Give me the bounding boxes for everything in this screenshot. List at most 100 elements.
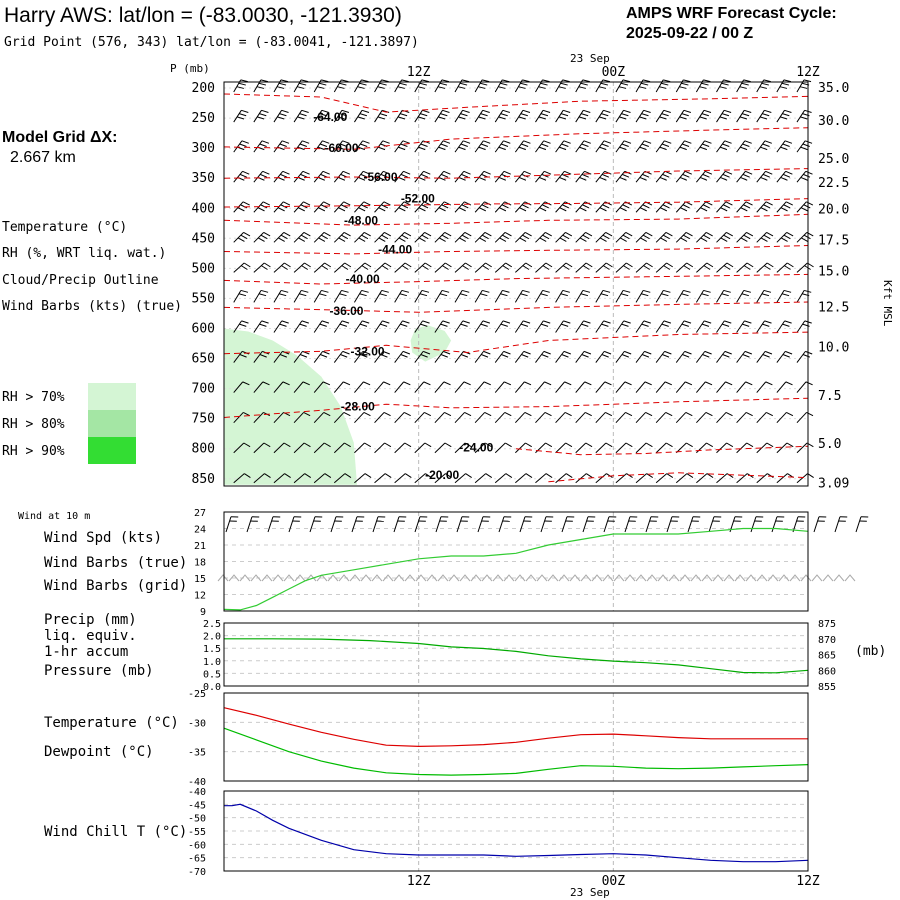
barb-feather (705, 170, 713, 175)
barb-feather (319, 293, 327, 297)
barb-feather (598, 86, 607, 89)
barb-feather (621, 143, 629, 147)
barb-feather (740, 146, 748, 151)
wind-barb (575, 381, 592, 393)
barb-shaft (233, 140, 243, 153)
barb-feather (262, 170, 270, 175)
legend-rh: RH (%, WRT liq. wat.) (2, 246, 166, 261)
barb-shaft (595, 232, 607, 243)
barb-feather (384, 231, 392, 237)
y-tick-1: 0.5 (203, 669, 221, 680)
barb-feather (604, 381, 612, 386)
barb-feather (605, 411, 613, 417)
y-tick-5: -65 (188, 854, 206, 865)
barb-feather (684, 170, 692, 175)
wind-barb (313, 289, 329, 303)
legend-wind-spd: Wind Spd (kts) (44, 530, 162, 546)
barb-feather (342, 170, 351, 175)
barb-shaft (540, 516, 547, 533)
barb-shaft (695, 290, 705, 303)
wind-barb (253, 473, 271, 484)
barb-shaft (716, 473, 728, 484)
wind-barb (615, 350, 632, 363)
barb-feather (802, 354, 811, 358)
barb-feather (622, 234, 630, 240)
barb-feather (480, 323, 488, 327)
wind-barb (474, 262, 492, 273)
barb-shaft (414, 201, 425, 213)
wind-barb (414, 320, 430, 333)
barb-shaft (394, 381, 405, 393)
barb-feather (238, 293, 247, 297)
barb-shaft (675, 262, 688, 273)
barb-shaft (354, 412, 365, 424)
wind-barb (796, 411, 814, 424)
wind-barb (635, 381, 652, 393)
wind-barb (514, 140, 531, 153)
wind-barb (273, 473, 291, 484)
barb-shaft (555, 320, 564, 333)
barb-feather (643, 109, 651, 113)
barb-shaft (716, 290, 725, 303)
barb-shaft (615, 442, 627, 454)
barb-shaft (635, 320, 645, 333)
barb-shaft (374, 262, 386, 273)
barb-feather (382, 350, 390, 355)
wind-barb (253, 289, 269, 303)
barb-feather (625, 231, 633, 237)
barb-shaft (514, 290, 523, 303)
barb-feather (441, 79, 450, 83)
wind-barb (434, 170, 451, 183)
barb-feather (319, 113, 327, 117)
wind-barb (635, 320, 651, 333)
grid-barb (437, 574, 449, 582)
barb-feather (460, 354, 469, 358)
barb-feather (484, 411, 492, 417)
wind-barb (675, 289, 691, 303)
barb-feather (344, 473, 352, 478)
temperature-contour-label-3: -52.00 (401, 192, 435, 206)
barb-shaft (354, 442, 365, 454)
y-tick-3: 1.5 (203, 644, 221, 655)
barb-feather (619, 207, 627, 212)
wind-barb (675, 79, 691, 93)
barb-shaft (555, 290, 564, 303)
barb-feather (504, 381, 512, 386)
barb-shaft (776, 170, 787, 183)
barb-feather (381, 79, 389, 83)
barb-feather (621, 323, 629, 327)
wind-barb (354, 320, 370, 333)
grid-barb (327, 574, 339, 582)
barb-shaft (353, 290, 363, 303)
temperature-contour-label-9: -28.00 (341, 400, 375, 414)
barb-shaft (454, 351, 464, 363)
temperature-contour-5 (223, 245, 809, 255)
barb-feather (481, 204, 489, 209)
barb-shaft (535, 170, 545, 183)
barb-feather (746, 262, 754, 268)
barb-shaft (293, 442, 305, 454)
wind-barb-10m (813, 516, 827, 533)
barb-shaft (414, 170, 424, 183)
wind-barb (454, 231, 472, 243)
wind-barb (535, 109, 551, 123)
legend-temp-line: Temperature (°C) (44, 715, 179, 731)
cycle-value: 2025-09-22 / 00 Z (626, 25, 753, 42)
barb-feather (725, 381, 733, 386)
barb-feather (378, 237, 386, 242)
wind-barb (756, 231, 774, 243)
barb-feather (423, 381, 431, 386)
barb-shaft (477, 516, 484, 533)
barb-shaft (595, 351, 605, 363)
barb-feather (745, 201, 753, 206)
barb-shaft (716, 412, 727, 424)
wind-barb (434, 473, 452, 484)
y-tick-3: -55 (188, 827, 206, 838)
wind-barb (635, 289, 651, 303)
barb-feather (236, 86, 244, 89)
barb-feather (363, 411, 371, 417)
barb-feather (562, 234, 570, 240)
wind-barb (394, 109, 410, 123)
barb-feather (359, 113, 368, 117)
cycle-label: AMPS WRF Forecast Cycle: (626, 5, 837, 22)
